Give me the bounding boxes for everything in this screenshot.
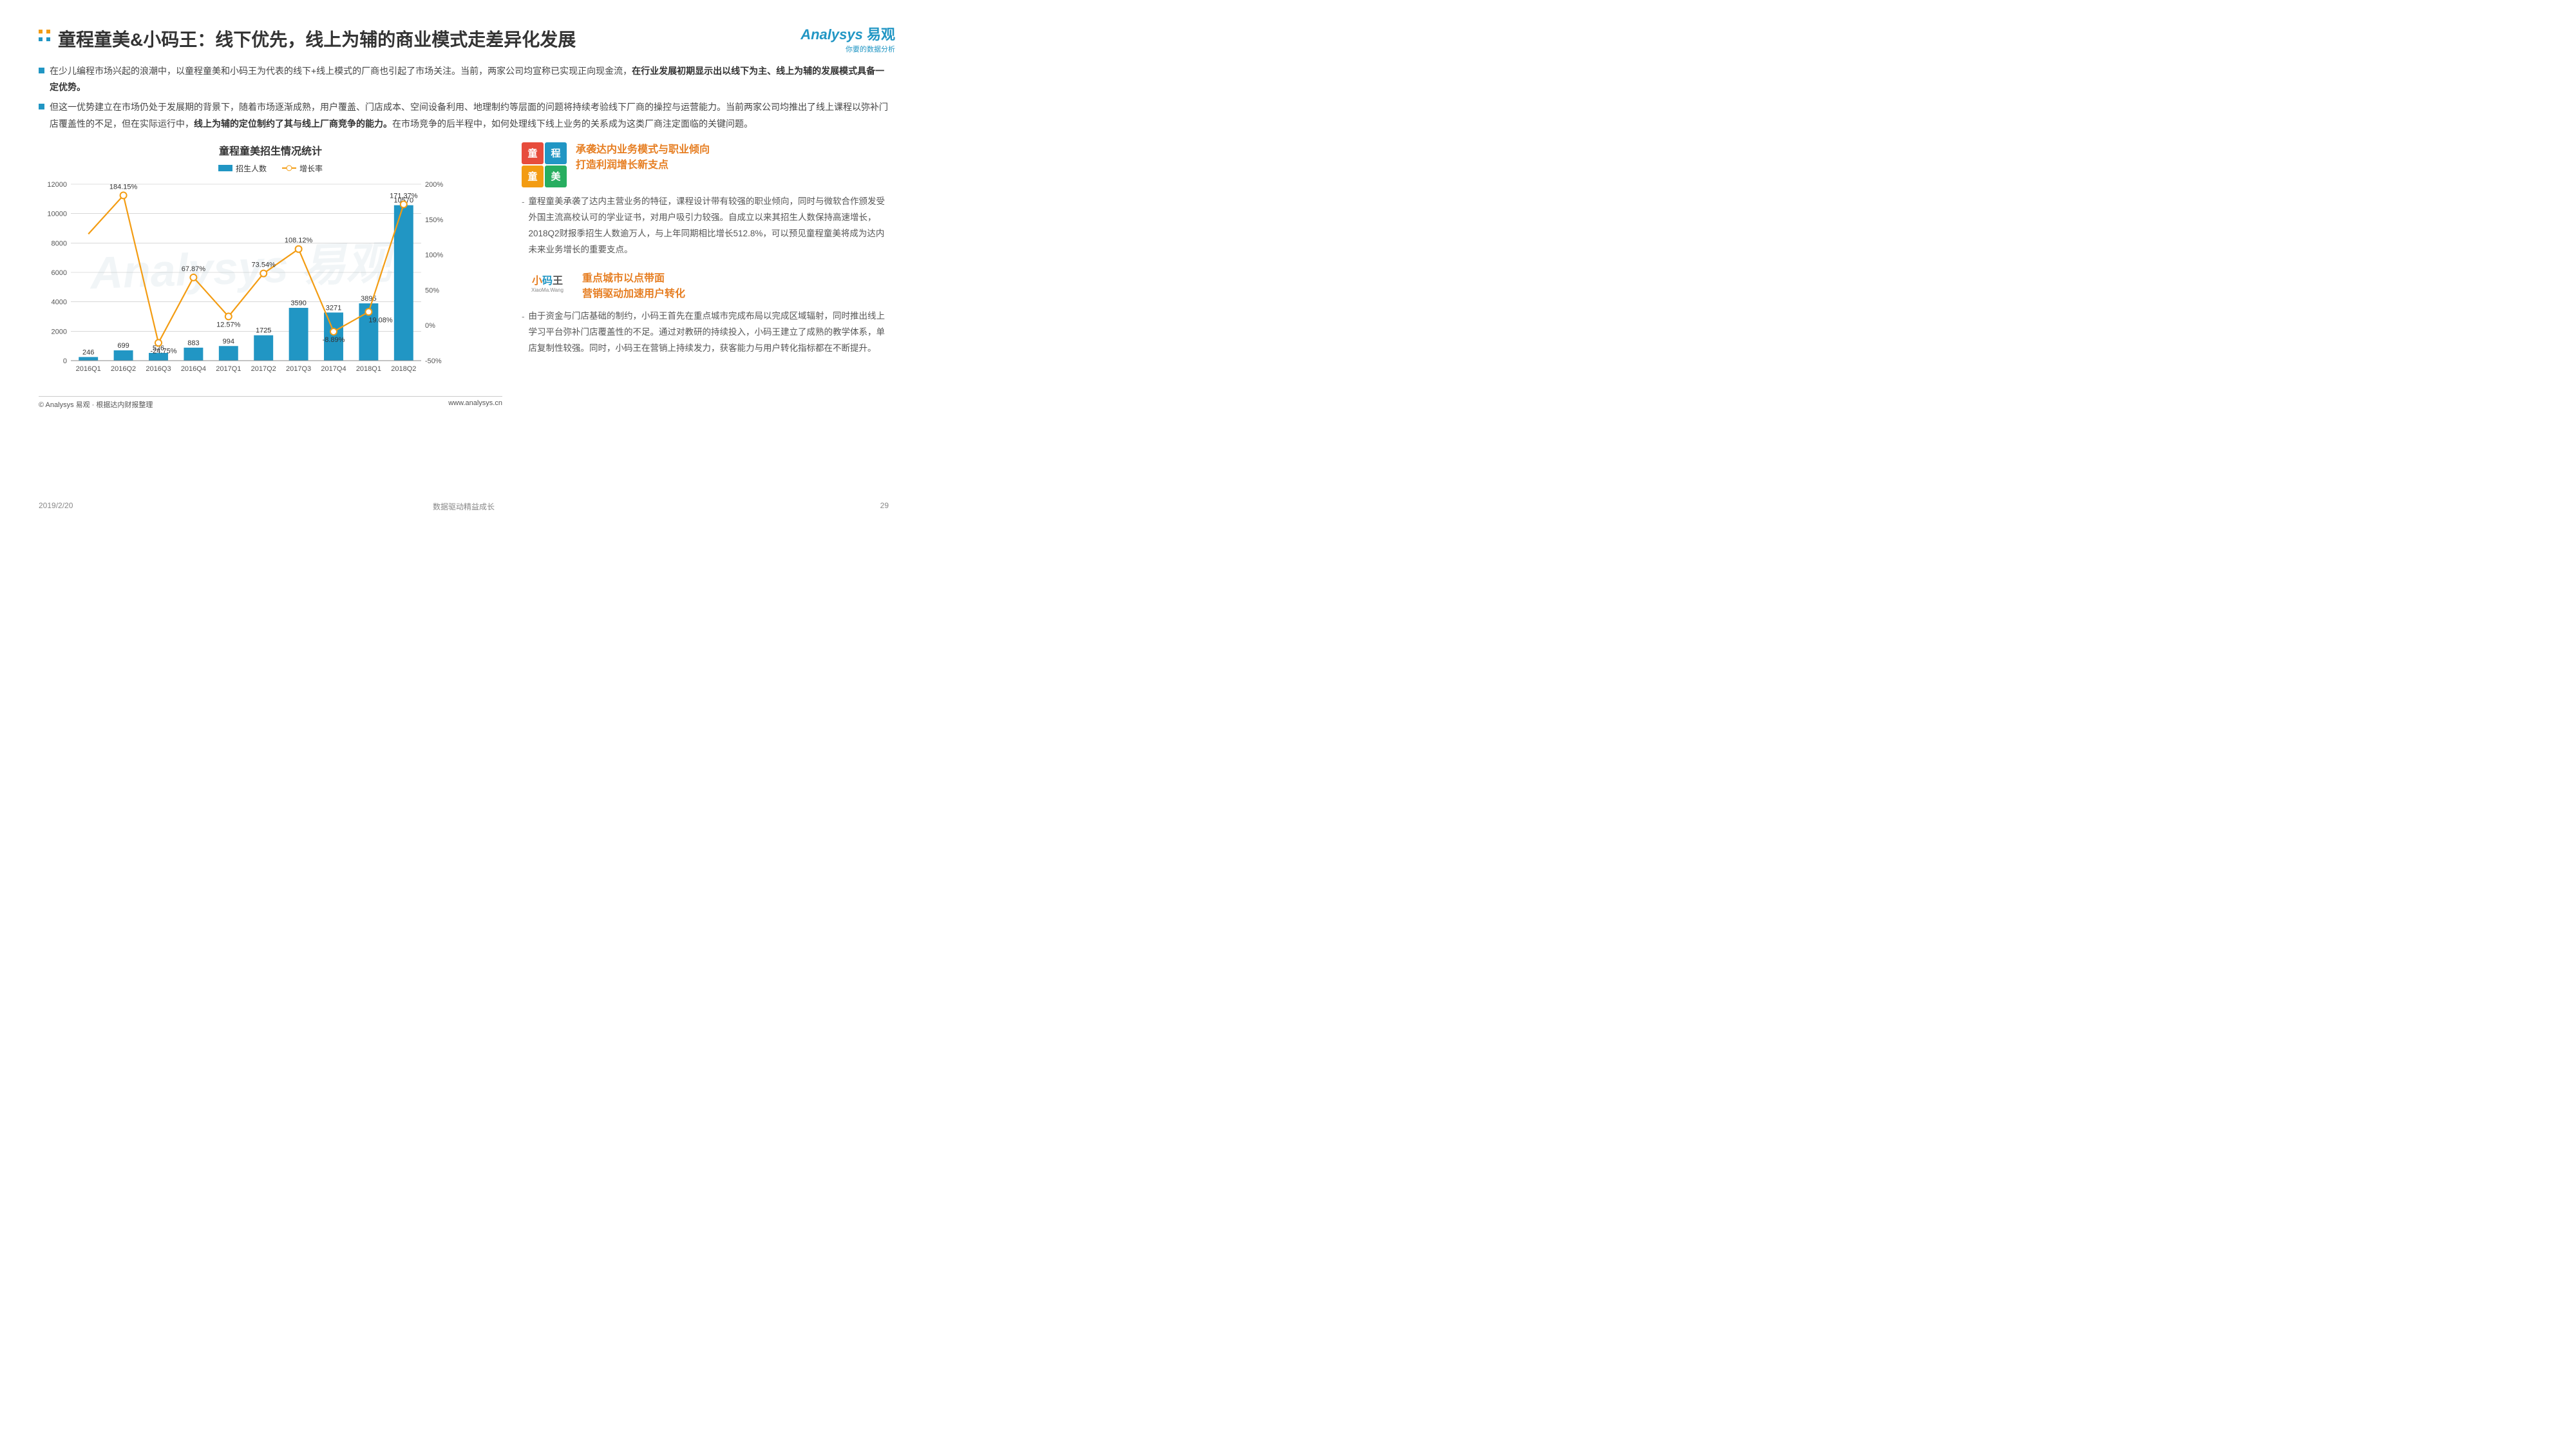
svg-text:108.12%: 108.12% bbox=[285, 236, 313, 244]
svg-text:3271: 3271 bbox=[326, 304, 341, 312]
footer-tagline: 数据驱动精益成长 bbox=[433, 501, 495, 512]
intro-bullet: 在少儿编程市场兴起的浪潮中，以童程童美和小码王为代表的线下+线上模式的厂商也引起… bbox=[39, 63, 889, 95]
svg-text:0%: 0% bbox=[425, 322, 435, 330]
svg-text:2017Q3: 2017Q3 bbox=[286, 365, 311, 373]
svg-text:184.15%: 184.15% bbox=[109, 183, 138, 191]
company-icon: 童程童美 bbox=[522, 142, 567, 187]
page-number: 29 bbox=[880, 501, 889, 510]
chart-title: 童程童美招生情况统计 bbox=[39, 142, 502, 158]
intro-bullet: 但这一优势建立在市场仍处于发展期的背景下，随着市场逐渐成熟，用户覆盖、门店成本、… bbox=[39, 99, 889, 131]
svg-text:8000: 8000 bbox=[52, 240, 67, 247]
page-title: 童程童美&小码王：线下优先，线上为辅的商业模式走差异化发展 bbox=[58, 26, 889, 52]
company-card: 童程童美 承袭达内业务模式与职业倾向打造利润增长新支点 -童程童美承袭了达内主营… bbox=[522, 142, 889, 258]
chart-source: © Analysys 易观 · 根据达内财报整理 www.analysys.cn bbox=[39, 396, 502, 410]
svg-text:100%: 100% bbox=[425, 251, 443, 259]
footer-date: 2019/2/20 bbox=[39, 501, 73, 510]
svg-text:2017Q4: 2017Q4 bbox=[321, 365, 346, 373]
card-body: -童程童美承袭了达内主营业务的特征，课程设计带有较强的职业倾向，同时与微软合作颁… bbox=[522, 194, 889, 258]
intro-block: 在少儿编程市场兴起的浪潮中，以童程童美和小码王为代表的线下+线上模式的厂商也引起… bbox=[39, 63, 889, 132]
svg-text:50%: 50% bbox=[425, 287, 439, 294]
svg-text:0: 0 bbox=[63, 357, 67, 365]
company-icon: 小码王 XiaoMa.Wang bbox=[522, 271, 573, 294]
svg-text:2016Q3: 2016Q3 bbox=[146, 365, 171, 373]
slide-footer: 2019/2/20 数据驱动精益成长 29 bbox=[39, 501, 889, 510]
svg-text:1725: 1725 bbox=[256, 327, 271, 334]
card-title: 承袭达内业务模式与职业倾向打造利润增长新支点 bbox=[576, 142, 710, 187]
svg-text:-24.75%: -24.75% bbox=[151, 347, 177, 355]
svg-text:19.08%: 19.08% bbox=[368, 316, 393, 324]
svg-text:2018Q1: 2018Q1 bbox=[356, 365, 381, 373]
svg-text:10000: 10000 bbox=[47, 210, 67, 218]
card-body: -由于资金与门店基础的制约，小码王首先在重点城市完成布局以完成区域辐射，同时推出… bbox=[522, 308, 889, 357]
svg-text:2000: 2000 bbox=[52, 328, 67, 336]
svg-text:73.54%: 73.54% bbox=[252, 261, 276, 269]
svg-text:200%: 200% bbox=[425, 181, 443, 189]
company-card: 小码王 XiaoMa.Wang 重点城市以点带面营销驱动加速用户转化 -由于资金… bbox=[522, 271, 889, 357]
svg-text:246: 246 bbox=[82, 348, 94, 356]
svg-text:2016Q4: 2016Q4 bbox=[181, 365, 206, 373]
svg-text:2016Q2: 2016Q2 bbox=[111, 365, 136, 373]
brand-logo: Analysys 易观 你要的数据分析 bbox=[800, 23, 895, 54]
svg-text:994: 994 bbox=[223, 337, 234, 345]
svg-text:171.37%: 171.37% bbox=[390, 192, 418, 200]
chart-legend: 招生人数 增长率 bbox=[39, 163, 502, 174]
svg-text:2017Q1: 2017Q1 bbox=[216, 365, 241, 373]
svg-text:-8.89%: -8.89% bbox=[323, 336, 345, 344]
svg-text:4000: 4000 bbox=[52, 298, 67, 306]
svg-text:699: 699 bbox=[117, 342, 129, 350]
card-title: 重点城市以点带面营销驱动加速用户转化 bbox=[582, 271, 685, 302]
enrollment-chart: 0 2000 4000 6000 8000 10000 12000 -50% 0% 50% 100%… bbox=[39, 178, 502, 381]
svg-text:67.87%: 67.87% bbox=[182, 265, 206, 273]
svg-text:6000: 6000 bbox=[52, 269, 67, 277]
title-bullet-icon bbox=[39, 30, 50, 41]
svg-text:2017Q2: 2017Q2 bbox=[251, 365, 276, 373]
svg-text:150%: 150% bbox=[425, 216, 443, 224]
svg-text:12000: 12000 bbox=[47, 181, 67, 189]
svg-text:-50%: -50% bbox=[425, 357, 442, 365]
svg-text:2018Q2: 2018Q2 bbox=[391, 365, 416, 373]
svg-text:2016Q1: 2016Q1 bbox=[76, 365, 101, 373]
svg-text:883: 883 bbox=[187, 339, 199, 347]
svg-text:12.57%: 12.57% bbox=[216, 321, 241, 328]
svg-text:3590: 3590 bbox=[290, 299, 306, 307]
